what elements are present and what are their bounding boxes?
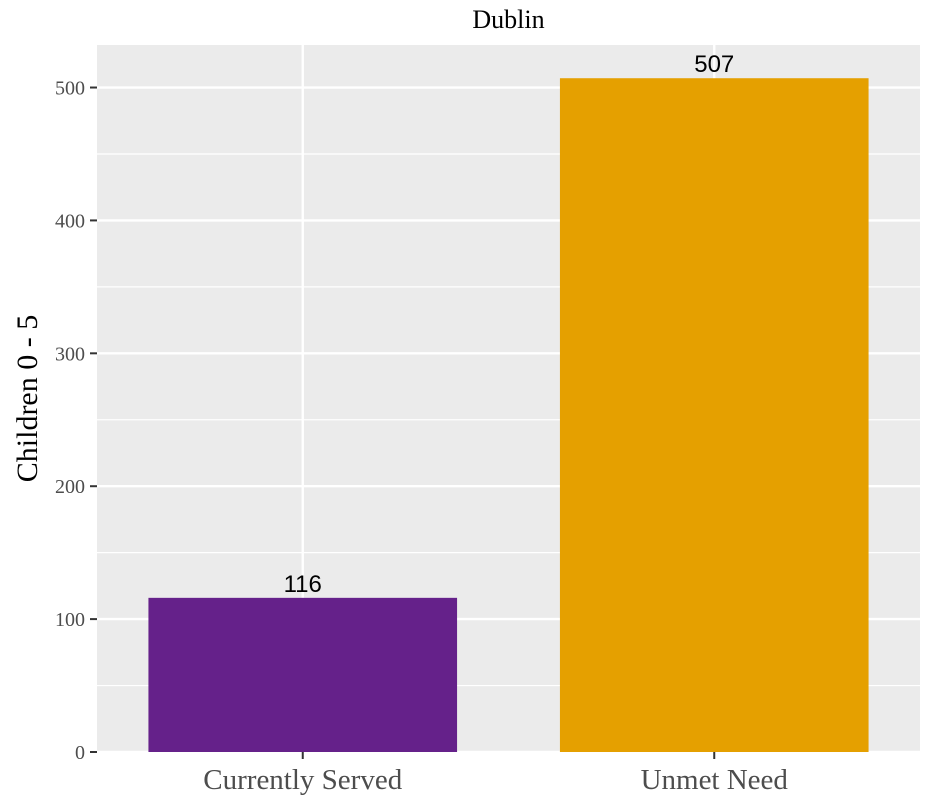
y-tick-label: 400: [55, 210, 85, 232]
x-tick-label: Currently Served: [203, 764, 402, 796]
bars: [148, 78, 869, 752]
bar-currently-served: [148, 597, 458, 752]
bar-value-label: 507: [694, 51, 734, 78]
y-tick-label: 200: [55, 476, 85, 498]
x-tick-label: Unmet Need: [641, 764, 789, 796]
chart-title: Dublin: [472, 5, 544, 34]
y-tick-label: 300: [55, 343, 85, 365]
y-tick-label: 0: [75, 742, 85, 764]
bar-unmet-need: [559, 78, 869, 752]
bar-value-labels: 116 507: [284, 51, 735, 598]
y-tick-label: 500: [55, 78, 85, 100]
bar-value-label: 116: [284, 571, 322, 598]
y-axis: 0 100 200 300 400 500: [55, 78, 97, 764]
y-axis-title: Children 0 - 5: [11, 315, 44, 482]
y-tick-label: 100: [55, 609, 85, 631]
x-axis: Currently Served Unmet Need: [203, 752, 788, 796]
